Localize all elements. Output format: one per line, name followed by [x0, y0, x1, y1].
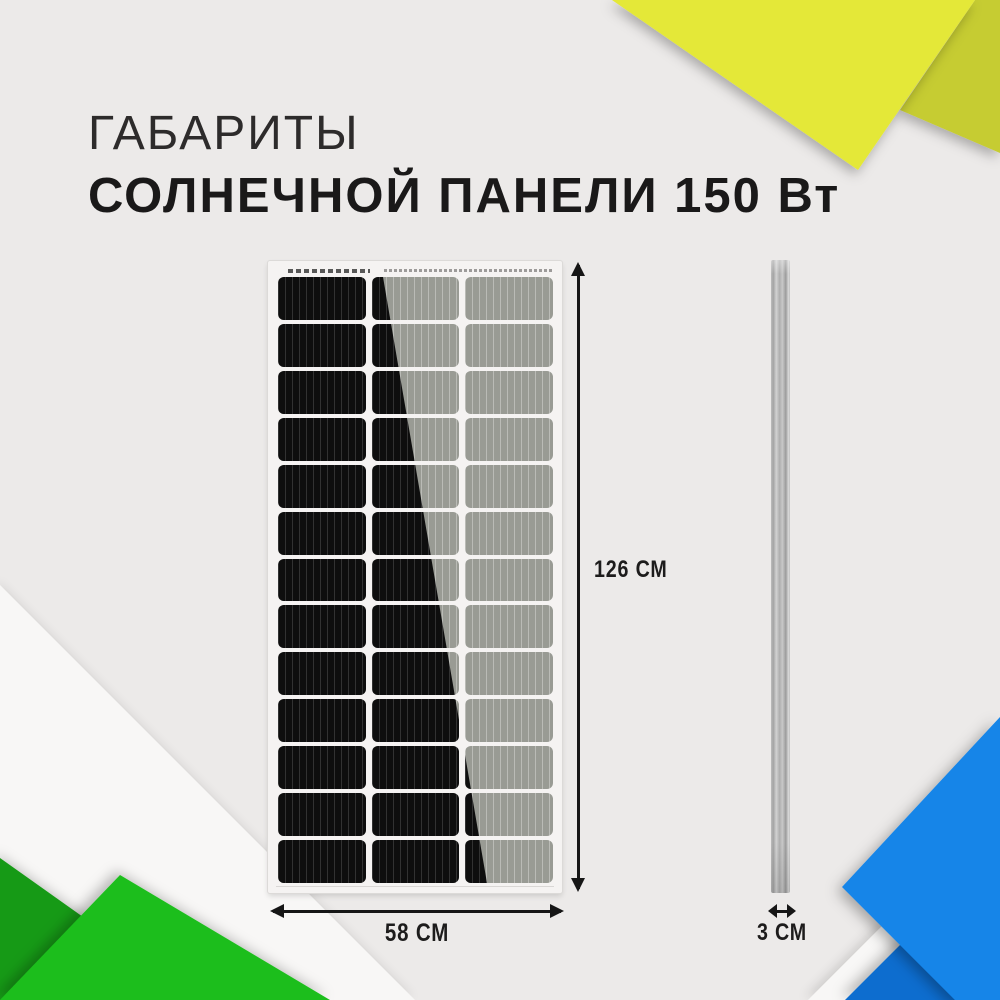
page-title-line2: СОЛНЕЧНОЙ ПАНЕЛИ 150 Вт: [88, 169, 841, 223]
dark-yellow-shape-top-right: [900, 0, 1000, 153]
solar-cell: [371, 840, 460, 883]
solar-cell: [465, 323, 553, 367]
panel-side-profile: [771, 260, 790, 893]
solar-cell: [278, 464, 366, 508]
arrow-line: [273, 910, 561, 913]
arrow-right-icon: [550, 904, 564, 918]
solar-cell: [278, 511, 366, 555]
bright-green-shape-bottom-left: [0, 875, 330, 1000]
panel-spec-text-strip: [384, 269, 554, 272]
bright-yellow-shape-top-right: [612, 0, 975, 170]
solar-cell: [371, 652, 460, 696]
solar-cell: [465, 558, 553, 602]
solar-cell: [465, 370, 553, 414]
depth-dimension-label: 3 СМ: [756, 919, 808, 946]
solar-cell: [278, 277, 366, 320]
solar-cell: [278, 746, 366, 790]
solar-cell: [465, 511, 553, 555]
solar-cell: [465, 277, 553, 320]
height-dimension-label: 126 СМ: [594, 556, 668, 583]
depth-dimension-arrow: [768, 903, 796, 919]
solar-panel-front-view: [268, 261, 562, 893]
solar-cell: [371, 746, 460, 790]
solar-cell: [278, 793, 366, 837]
width-dimension-arrow: [270, 903, 564, 919]
solar-cell: [278, 605, 366, 649]
solar-cell: [465, 652, 553, 696]
height-dimension-arrow: [570, 262, 587, 892]
solar-cell: [465, 417, 553, 461]
width-dimension-label: 58 СМ: [384, 919, 450, 947]
bright-blue-shape-bottom-right: [842, 717, 1000, 1000]
solar-cell: [371, 793, 460, 837]
solar-cell: [465, 605, 553, 649]
panel-frame-line: [276, 886, 554, 887]
arrow-right-icon: [787, 904, 796, 918]
arrow-line: [577, 265, 580, 889]
solar-cell: [465, 793, 553, 837]
solar-cell: [278, 558, 366, 602]
solar-cell: [371, 699, 460, 743]
solar-cell: [465, 746, 553, 790]
solar-cell: [465, 464, 553, 508]
solar-cell: [278, 840, 366, 883]
solar-cell: [278, 417, 366, 461]
solar-cell: [278, 323, 366, 367]
arrow-down-icon: [571, 878, 585, 892]
page-title-line1: ГАБАРИТЫ: [88, 107, 360, 160]
solar-cell: [278, 370, 366, 414]
arrow-line: [771, 910, 793, 913]
solar-cell: [278, 652, 366, 696]
panel-label-marks: [288, 269, 370, 273]
solar-cell: [465, 699, 553, 743]
header: ГАБАРИТЫ СОЛНЕЧНОЙ ПАНЕЛИ 150 Вт: [88, 110, 840, 221]
solar-cell: [278, 699, 366, 743]
